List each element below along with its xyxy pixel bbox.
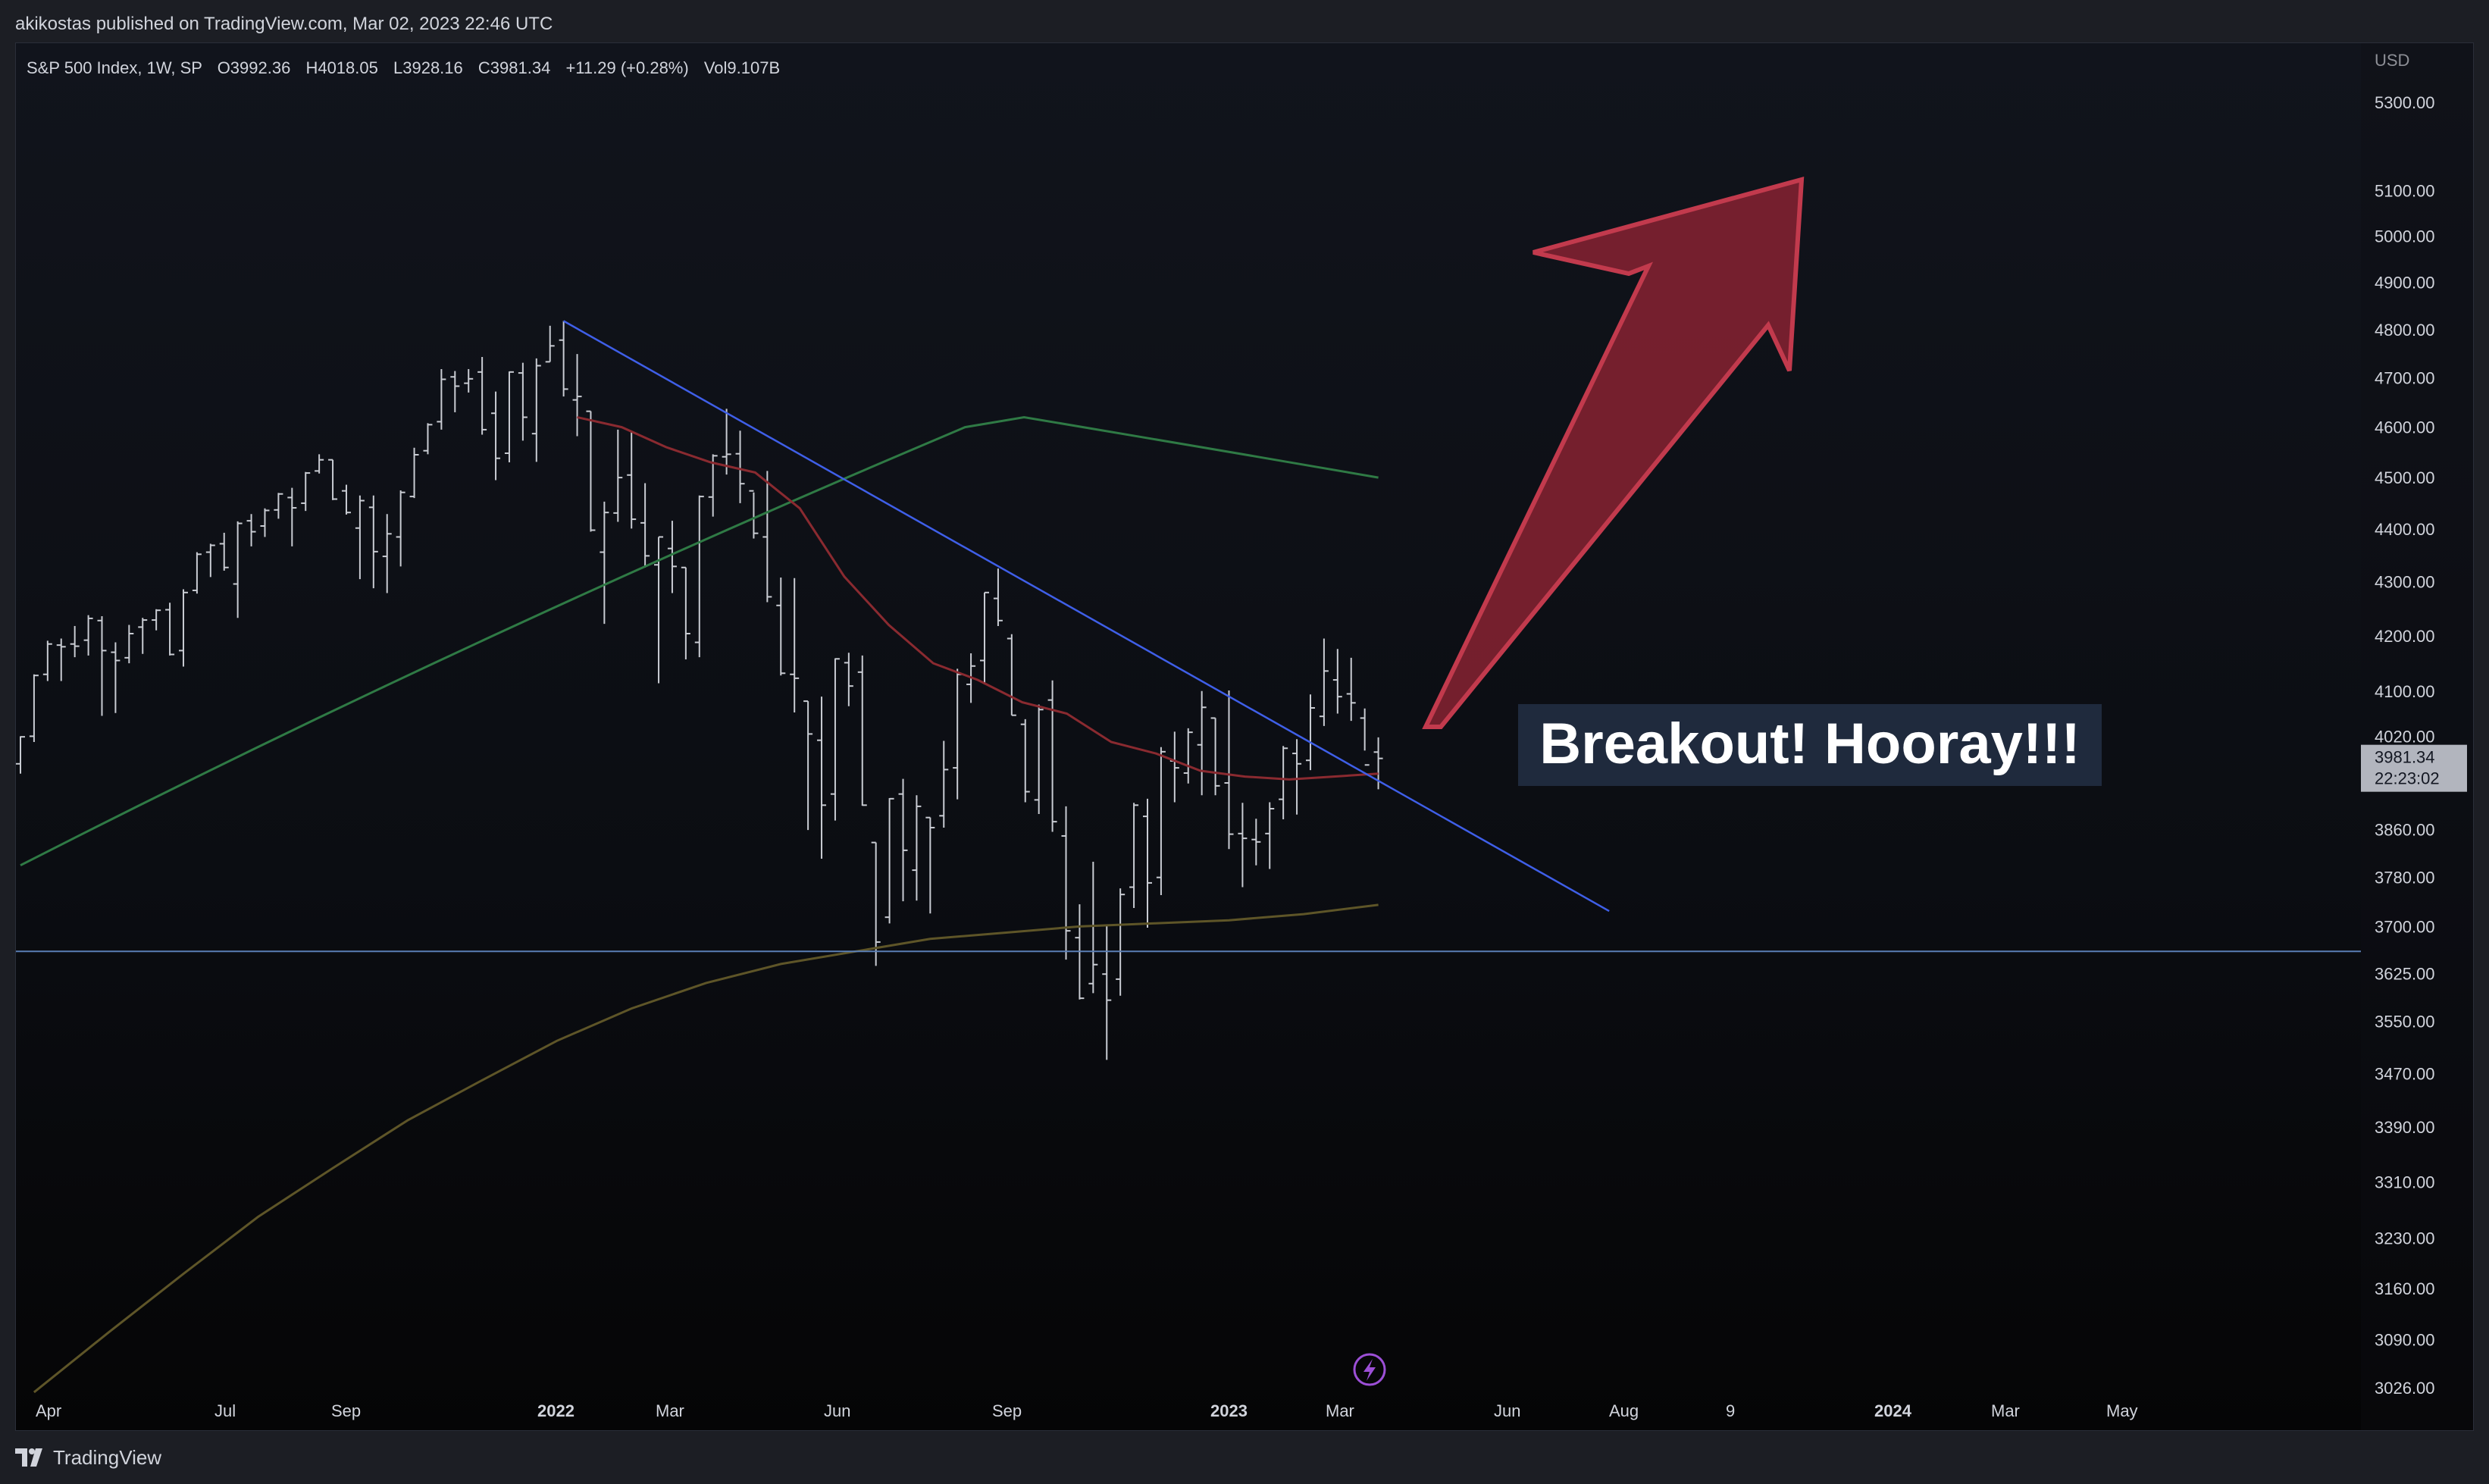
tradingview-logo-icon [15,1448,45,1467]
price-axis-bg [2361,43,2473,1430]
bar-countdown: 22:23:02 [2375,769,2440,788]
arrow-drawing[interactable] [1422,177,1805,729]
price-tick-label: 4500.00 [2375,468,2435,487]
currency-label: USD [2375,51,2409,70]
time-tick-label: Sep [992,1401,1022,1420]
time-tick-label: Jun [824,1401,850,1420]
legend-open: O3992.36 [218,58,291,77]
lightning-icon-bolt [1363,1359,1376,1381]
last-price-box [2361,744,2467,792]
legend-symbol: S&P 500 Index, 1W, SP [27,58,202,77]
moving-average-olive [33,903,1379,1394]
price-tick-label: 3470.00 [2375,1065,2435,1084]
legend-close: C3981.34 [478,58,550,77]
price-tick-label: 4800.00 [2375,321,2435,340]
last-price-label: 3981.34 22:23:02 [2361,744,2467,792]
lightning-icon-ring [1353,1353,1386,1386]
time-tick-label: Jun [1494,1401,1520,1420]
time-tick-label: Apr [36,1401,61,1420]
price-tick-label: 5100.00 [2375,181,2435,200]
annotation-box [1518,704,2102,786]
price-tick-label: 4600.00 [2375,418,2435,437]
price-tick-label: 4400.00 [2375,520,2435,539]
moving-average-red [577,416,1379,781]
price-tick-label: 4100.00 [2375,682,2435,701]
price-tick-label: 4300.00 [2375,573,2435,592]
time-tick-label: 2022 [537,1401,575,1420]
price-tick-label: 3230.00 [2375,1229,2435,1248]
time-tick-label: 2023 [1210,1401,1248,1420]
drawings [16,320,2361,953]
arrow-shape[interactable] [1422,177,1805,729]
time-tick-label: Mar [1326,1401,1354,1420]
chart-pane[interactable]: Breakout! Hooray!!! S&P 500 Index, 1W, S… [15,42,2474,1431]
price-tick-label: 3160.00 [2375,1279,2435,1298]
price-tick-label: 4200.00 [2375,627,2435,646]
publisher-line: akikostas published on TradingView.com, … [15,14,553,34]
price-tick-label: 3700.00 [2375,917,2435,936]
time-tick-label: Mar [1991,1401,2020,1420]
price-axis[interactable]: USD 5300.00 5100.00 5000.00 4900.00 4800.00 4… [2361,43,2473,1430]
time-tick-label: 9 [1726,1401,1735,1420]
price-tick-label: 4700.00 [2375,369,2435,388]
time-tick-label: Mar [656,1401,684,1420]
price-chart[interactable]: Breakout! Hooray!!! S&P 500 Index, 1W, S… [16,43,2473,1430]
legend-symbol-line: S&P 500 Index, 1W, SP O3992.36 H4018.05 … [27,58,780,77]
time-tick-label: Sep [331,1401,361,1420]
price-tick-label: 3860.00 [2375,820,2435,839]
legend-volume: Vol9.107B [704,58,780,77]
time-tick-label: Aug [1609,1401,1639,1420]
trendline[interactable] [563,320,1610,913]
time-axis[interactable]: Apr Jul Sep 2022 Mar Jun Sep 2023 Mar Jun Aug 9 2024… [36,1401,2138,1420]
footer-brand-label: TradingView [53,1445,162,1469]
price-tick-label: 3550.00 [2375,1013,2435,1032]
time-tick-label: 2024 [1874,1401,1912,1420]
price-tick-label: 3090.00 [2375,1331,2435,1350]
lightning-icon[interactable] [1353,1353,1386,1386]
moving-average-green [20,415,1379,867]
legend-high: H4018.05 [305,58,377,77]
price-tick-label: 3780.00 [2375,869,2435,888]
price-tick-label: 4020.00 [2375,727,2435,746]
ohlc-bars [16,321,1383,1060]
annotation-text: Breakout! Hooray!!! [1539,712,2080,776]
price-tick-label: 5300.00 [2375,93,2435,112]
legend-low: L3928.16 [393,58,463,77]
time-tick-label: Jul [214,1401,236,1420]
price-tick-label: 4900.00 [2375,273,2435,292]
last-price-value: 3981.34 [2375,748,2435,767]
price-tick-label: 5000.00 [2375,227,2435,246]
price-tick-label: 3390.00 [2375,1118,2435,1137]
time-tick-label: May [2106,1401,2138,1420]
legend-change: +11.29 (+0.28%) [565,58,688,77]
moving-averages [20,415,1379,1394]
price-tick-label: 3310.00 [2375,1172,2435,1191]
annotation-label[interactable]: Breakout! Hooray!!! [1518,704,2102,786]
price-tick-label: 3625.00 [2375,964,2435,983]
chart-legend: S&P 500 Index, 1W, SP O3992.36 H4018.05 … [27,58,780,77]
footer-brand[interactable]: TradingView [15,1444,161,1471]
price-tick-label: 3026.00 [2375,1379,2435,1398]
